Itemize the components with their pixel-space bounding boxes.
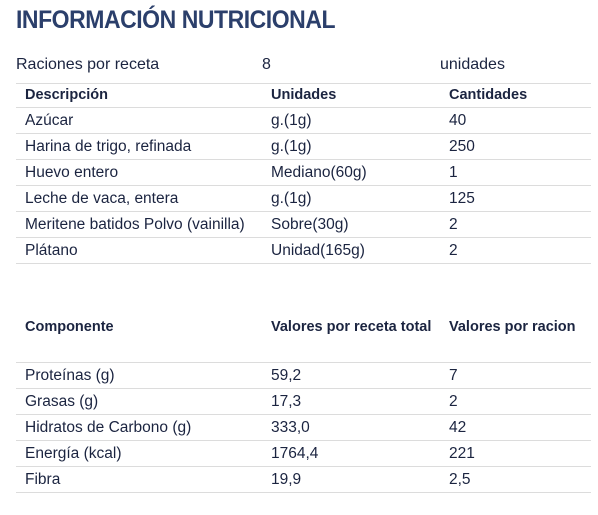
ingredient-quantity: 40: [440, 107, 591, 134]
nutrient-name: Energía (kcal): [16, 440, 262, 467]
page-title: INFORMACIÓN NUTRICIONAL: [16, 6, 336, 34]
ingredient-quantity: 2: [440, 237, 591, 264]
divider: [16, 83, 591, 84]
column-header-per-ration: Valores por racion: [449, 319, 576, 335]
ingredient-name: Harina de trigo, refinada: [16, 133, 262, 160]
nutrient-total: 59,2: [262, 362, 440, 389]
ingredients-table: Descripción Unidades Cantidades Azúcar g…: [16, 84, 591, 264]
column-header-component: Componente: [25, 319, 114, 335]
ingredient-name: Leche de vaca, entera: [16, 185, 262, 212]
rations-row: Raciones por receta 8 unidades: [16, 56, 591, 78]
ingredient-quantity: 250: [440, 133, 591, 160]
ingredient-name: Meritene batidos Polvo (vainilla): [16, 211, 262, 238]
table-header-row: Componente Valores por receta total Valo…: [16, 316, 591, 363]
ingredient-quantity: 1: [440, 159, 591, 186]
nutrient-total: 333,0: [262, 414, 440, 441]
rations-value: 8: [262, 56, 271, 73]
ingredient-unit: Sobre(30g): [262, 211, 440, 238]
nutrient-total: 1764,4: [262, 440, 440, 467]
ingredient-unit: Unidad(165g): [262, 237, 440, 264]
ingredient-name: Azúcar: [16, 107, 262, 134]
table-row: Azúcar g.(1g) 40: [16, 107, 591, 134]
nutrient-per-ration: 7: [440, 362, 591, 389]
ingredient-unit: g.(1g): [262, 133, 440, 160]
ingredient-quantity: 125: [440, 185, 591, 212]
column-header-quantities: Cantidades: [449, 87, 528, 103]
rations-unit: unidades: [440, 56, 505, 73]
table-header-row: Descripción Unidades Cantidades: [16, 84, 591, 108]
table-row: Meritene batidos Polvo (vainilla) Sobre(…: [16, 211, 591, 238]
column-header-description: Descripción: [25, 87, 108, 103]
column-header-total: Valores por receta total: [271, 319, 432, 335]
nutrient-name: Grasas (g): [16, 388, 262, 415]
table-row: Grasas (g) 17,3 2: [16, 388, 591, 415]
ingredient-name: Huevo entero: [16, 159, 262, 186]
table-row: Hidratos de Carbono (g) 333,0 42: [16, 414, 591, 441]
nutrient-name: Proteínas (g): [16, 362, 262, 389]
table-row: Huevo entero Mediano(60g) 1: [16, 159, 591, 186]
ingredient-unit: Mediano(60g): [262, 159, 440, 186]
ingredient-unit: g.(1g): [262, 107, 440, 134]
rations-label: Raciones por receta: [16, 56, 160, 73]
nutrient-name: Hidratos de Carbono (g): [16, 414, 262, 441]
nutrient-total: 19,9: [262, 466, 440, 493]
ingredient-name: Plátano: [16, 237, 262, 264]
nutrient-per-ration: 42: [440, 414, 591, 441]
nutrients-table: Componente Valores por receta total Valo…: [16, 316, 591, 493]
table-row: Leche de vaca, entera g.(1g) 125: [16, 185, 591, 212]
table-row: Energía (kcal) 1764,4 221: [16, 440, 591, 467]
nutrient-per-ration: 221: [440, 440, 591, 467]
ingredient-unit: g.(1g): [262, 185, 440, 212]
nutrient-per-ration: 2,5: [440, 466, 591, 493]
nutrient-name: Fibra: [16, 466, 262, 493]
table-row: Proteínas (g) 59,2 7: [16, 362, 591, 389]
table-row: Harina de trigo, refinada g.(1g) 250: [16, 133, 591, 160]
table-row: Plátano Unidad(165g) 2: [16, 237, 591, 264]
column-header-units: Unidades: [271, 87, 337, 103]
nutrient-total: 17,3: [262, 388, 440, 415]
nutrient-per-ration: 2: [440, 388, 591, 415]
table-row: Fibra 19,9 2,5: [16, 466, 591, 493]
ingredient-quantity: 2: [440, 211, 591, 238]
